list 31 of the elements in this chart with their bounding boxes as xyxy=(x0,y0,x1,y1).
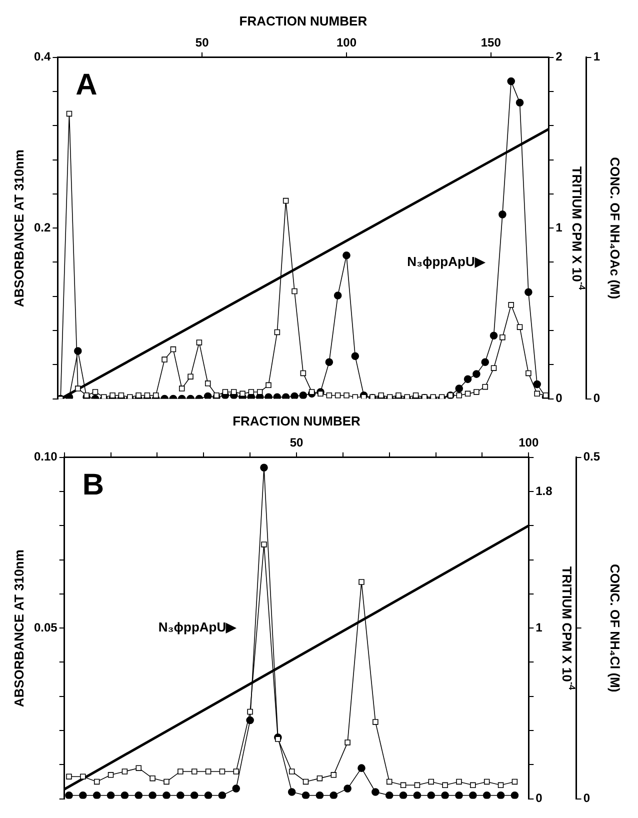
y-axis-title: ABSORBANCE AT 310nm xyxy=(12,550,27,708)
y3-tick-label: 1 xyxy=(593,50,600,64)
y3-axis-title: CONC. OF NH₄Cl (M) xyxy=(607,564,622,692)
x-axis-title: FRACTION NUMBER xyxy=(239,14,368,29)
x-tick-label: 100 xyxy=(518,436,539,450)
x-tick-label: 100 xyxy=(336,36,357,50)
annotation: N₃ϕppApU▶ xyxy=(158,620,238,635)
y3-tick-label: 0 xyxy=(593,391,600,406)
y-tick-label: 0.10 xyxy=(34,450,58,464)
y-tick-label: 0.2 xyxy=(34,220,51,234)
y2-tick-label: 0 xyxy=(556,391,563,406)
x-tick-label: 50 xyxy=(290,436,304,450)
y-tick-label: 0.05 xyxy=(34,620,58,634)
y2-tick-label: 1 xyxy=(556,220,563,234)
annotation: A xyxy=(76,68,98,102)
y-tick-label: 0.4 xyxy=(34,50,51,64)
annotation: N₃ϕppApU▶ xyxy=(407,254,486,269)
annotation: B xyxy=(82,468,104,502)
y2-tick-label: 1.8 xyxy=(536,484,553,498)
y2-tick-label: 1 xyxy=(536,620,543,634)
x-axis-title: FRACTION NUMBER xyxy=(232,414,362,429)
y2-axis-title: TRITIUM CPM X 10-4 xyxy=(560,566,578,690)
x-tick-label: 50 xyxy=(195,36,210,50)
x-tick-label: 150 xyxy=(480,36,502,50)
y2-tick-label: 0 xyxy=(536,791,543,806)
y2-tick-label: 2 xyxy=(556,50,563,64)
y3-axis-title: CONC. OF NH₄OAc (M) xyxy=(607,157,622,300)
y3-tick-label: 0.5 xyxy=(583,450,600,464)
y2-axis-title: TRITIUM CPM X 10-4 xyxy=(570,166,588,290)
y-axis-title: ABSORBANCE AT 310nm xyxy=(12,150,27,308)
y3-tick-label: 0 xyxy=(583,791,590,806)
